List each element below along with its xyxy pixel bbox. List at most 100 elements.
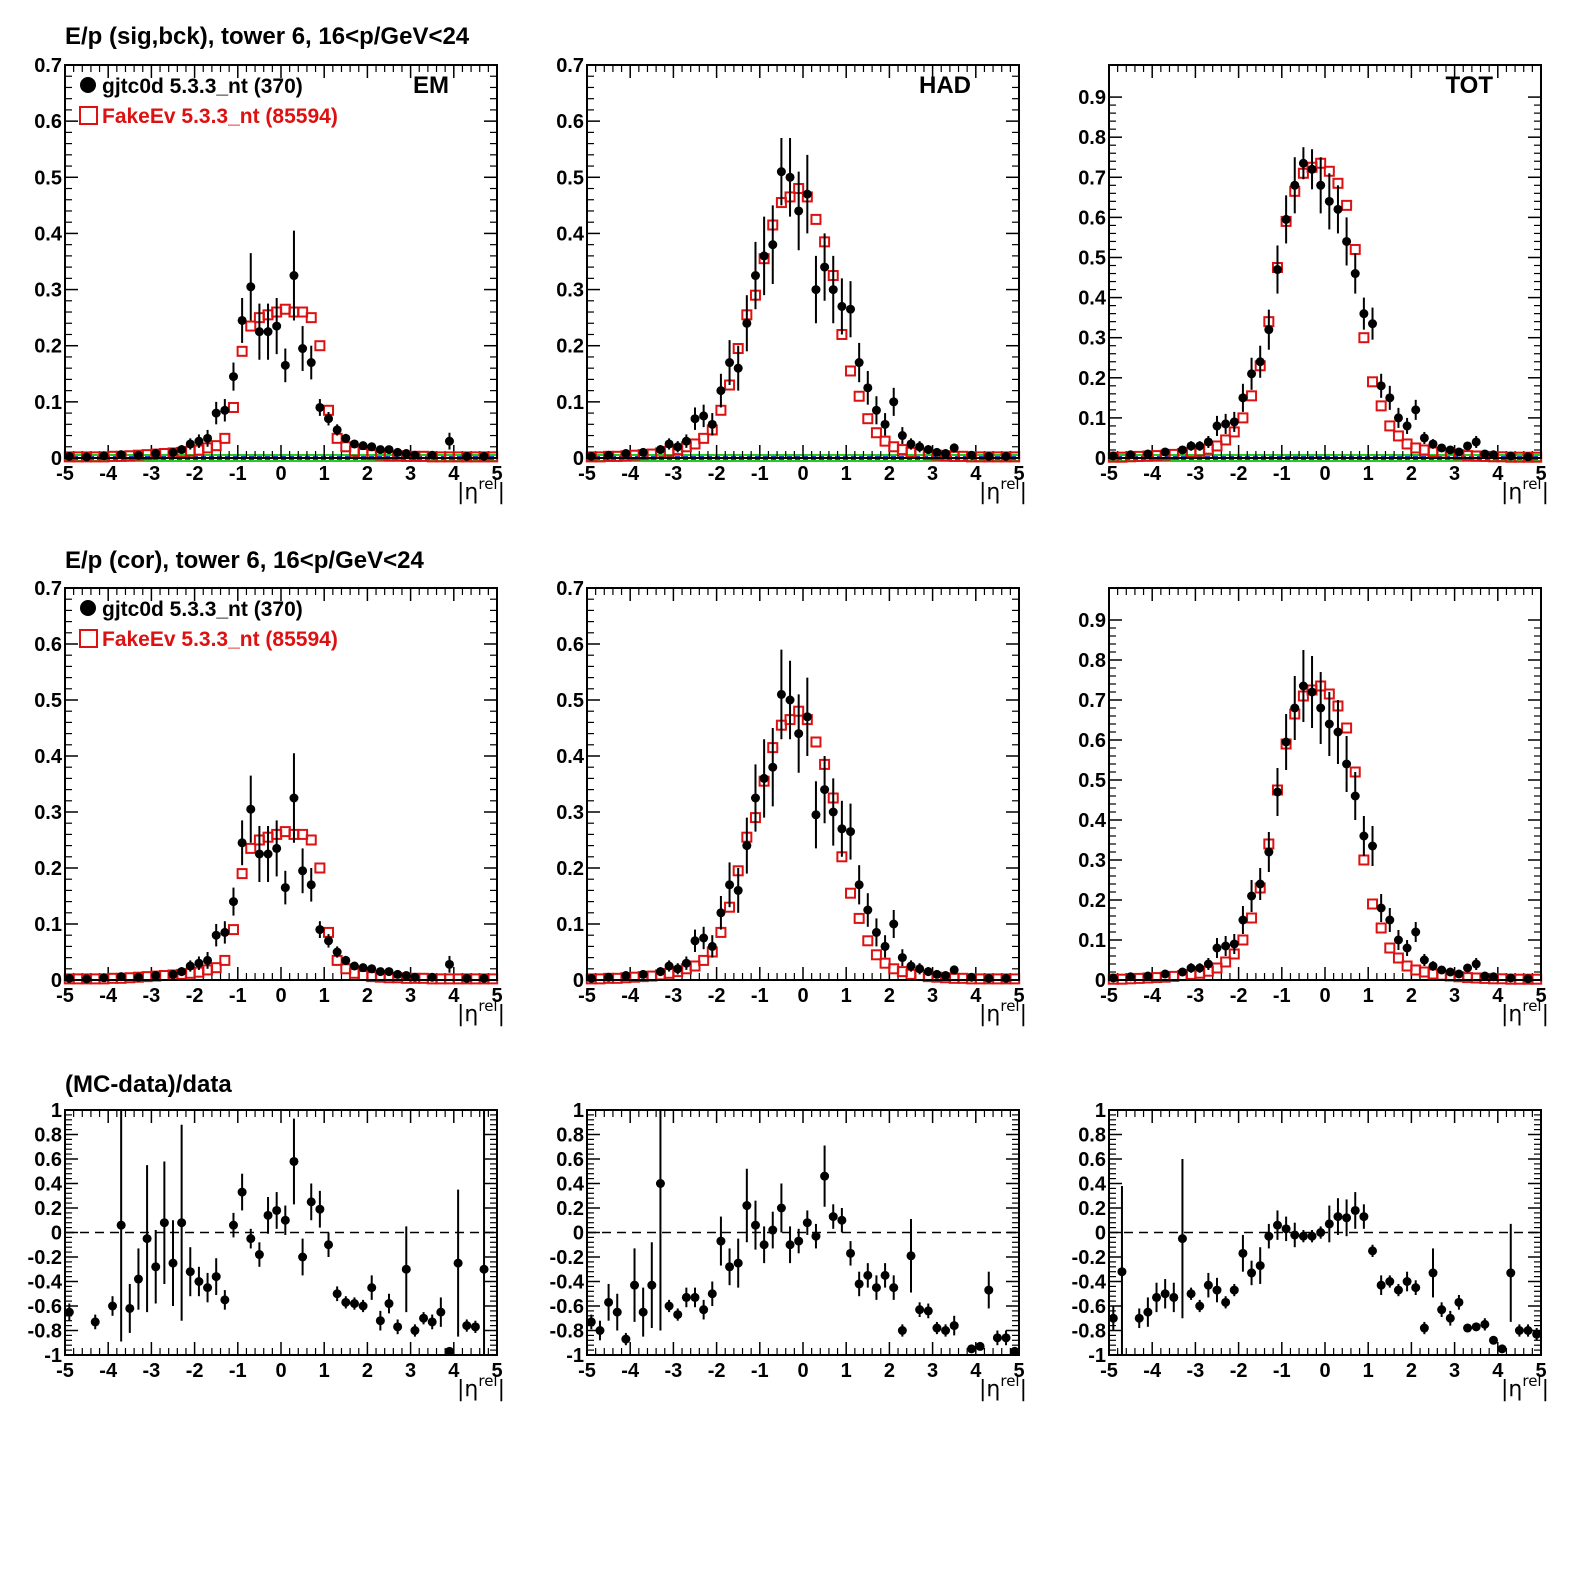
data-point [1359,831,1369,841]
data-point [837,1215,847,1225]
data-point [185,1267,195,1277]
data-point [1342,236,1352,246]
y-tick-label: 0 [573,970,584,992]
data-point [1298,1231,1308,1241]
data-point [1342,759,1352,769]
y-tick-label: 0.4 [556,746,585,768]
x-tick-label: -2 [708,985,726,1007]
data-point [984,451,994,461]
x-tick-label: 0 [275,463,286,485]
mc-point [698,954,710,966]
data-point [1264,325,1274,335]
x-axis-title-main: |η [457,1002,478,1027]
y-tick-label: -1 [44,1345,62,1367]
y-tick-label: 0.9 [1078,87,1106,109]
plot-frame [1108,1109,1542,1356]
data-point [759,251,769,261]
legend-mc-marker [79,106,98,125]
data-point [1238,1248,1248,1258]
y-tick-label: 0.6 [556,111,584,133]
x-axis-title-close: | [1020,1002,1027,1027]
data-point [1255,879,1265,889]
data-point [410,1326,420,1335]
data-point [358,441,368,451]
data-point [1368,841,1378,851]
mc-point [305,834,317,846]
legend-data-marker [80,600,96,616]
plot-area [65,588,497,980]
legend-mc-label: FakeEv 5.3.3_nt (85594) [102,628,338,651]
data-point [759,773,769,783]
data-point [401,449,411,459]
data-point [1117,1267,1127,1277]
data-point [1272,787,1282,797]
y-tick-label: -0.2 [550,1247,584,1269]
data-point [151,971,161,981]
y-tick-label: 0.3 [34,280,62,302]
x-tick-label: -3 [1187,463,1205,485]
data-point [375,967,385,977]
data-point [1177,967,1187,977]
x-axis-title-main: |η [457,480,478,505]
y-tick-label: 0.3 [556,802,584,824]
data-point [707,1289,717,1299]
data-point [1152,1292,1162,1302]
data-point [889,397,899,407]
y-tick-label: -0.6 [1072,1296,1106,1318]
y-tick-label: 0.6 [556,634,584,656]
data-point [880,941,890,951]
x-axis-title: |ηrel| [457,997,505,1027]
x-axis-title-main: |η [979,1377,1000,1402]
data-point [621,1334,631,1344]
x-tick-label: -1 [751,463,769,485]
data-point [1342,1213,1352,1223]
x-tick-label: 3 [405,985,416,1007]
data-point [375,445,385,455]
y-tick-label: -0.6 [28,1296,62,1318]
mc-point [1392,430,1404,442]
data-point [1385,915,1395,925]
data-point [1143,971,1153,981]
data-point [776,1203,786,1213]
panels-container: 00.10.20.30.40.50.60.7-5 -4 -3 -2 -1 0 1 2 3 4 5|η… [28,55,1549,1402]
y-tick-label: 0 [1095,448,1106,470]
x-axis-title-close: | [498,1002,505,1027]
data-point [82,974,92,984]
x-axis-title-sup: rel [1000,997,1019,1015]
data-point [82,452,92,462]
data-point [1186,963,1196,973]
x-tick-label: 5 [1535,463,1546,485]
data-point [707,419,717,429]
data-point [794,206,804,216]
data-point [1385,1277,1395,1286]
data-point [453,1258,463,1268]
data-point [1376,1280,1386,1290]
y-tick-label: -0.6 [550,1296,584,1318]
data-point [177,1218,187,1228]
mc-point [297,306,309,318]
data-point [802,712,812,722]
data-point [1160,447,1170,457]
x-tick-label: 4 [970,463,982,485]
data-point [470,1322,480,1332]
x-tick-label: 5 [491,985,502,1007]
legend-mc-marker [79,629,98,648]
data-point [1359,1212,1369,1222]
data-point [1229,1285,1239,1295]
y-tick-label: 0.6 [1078,730,1106,752]
data-point [1203,1280,1213,1290]
data-point [846,304,856,314]
x-tick-label: 5 [491,463,502,485]
x-tick-label: -1 [1273,985,1291,1007]
data-point [1221,419,1231,429]
x-tick-label: -5 [578,463,596,485]
mc-point [1384,420,1396,432]
x-tick-label: 1 [841,985,852,1007]
x-axis-title-main: |η [979,1002,1000,1027]
y-tick-label: 0.3 [1078,850,1106,872]
data-point [1290,703,1300,713]
panel-label: HAD [919,72,971,99]
data-point [1471,959,1481,969]
data-point [699,411,709,421]
data-point [393,447,403,457]
